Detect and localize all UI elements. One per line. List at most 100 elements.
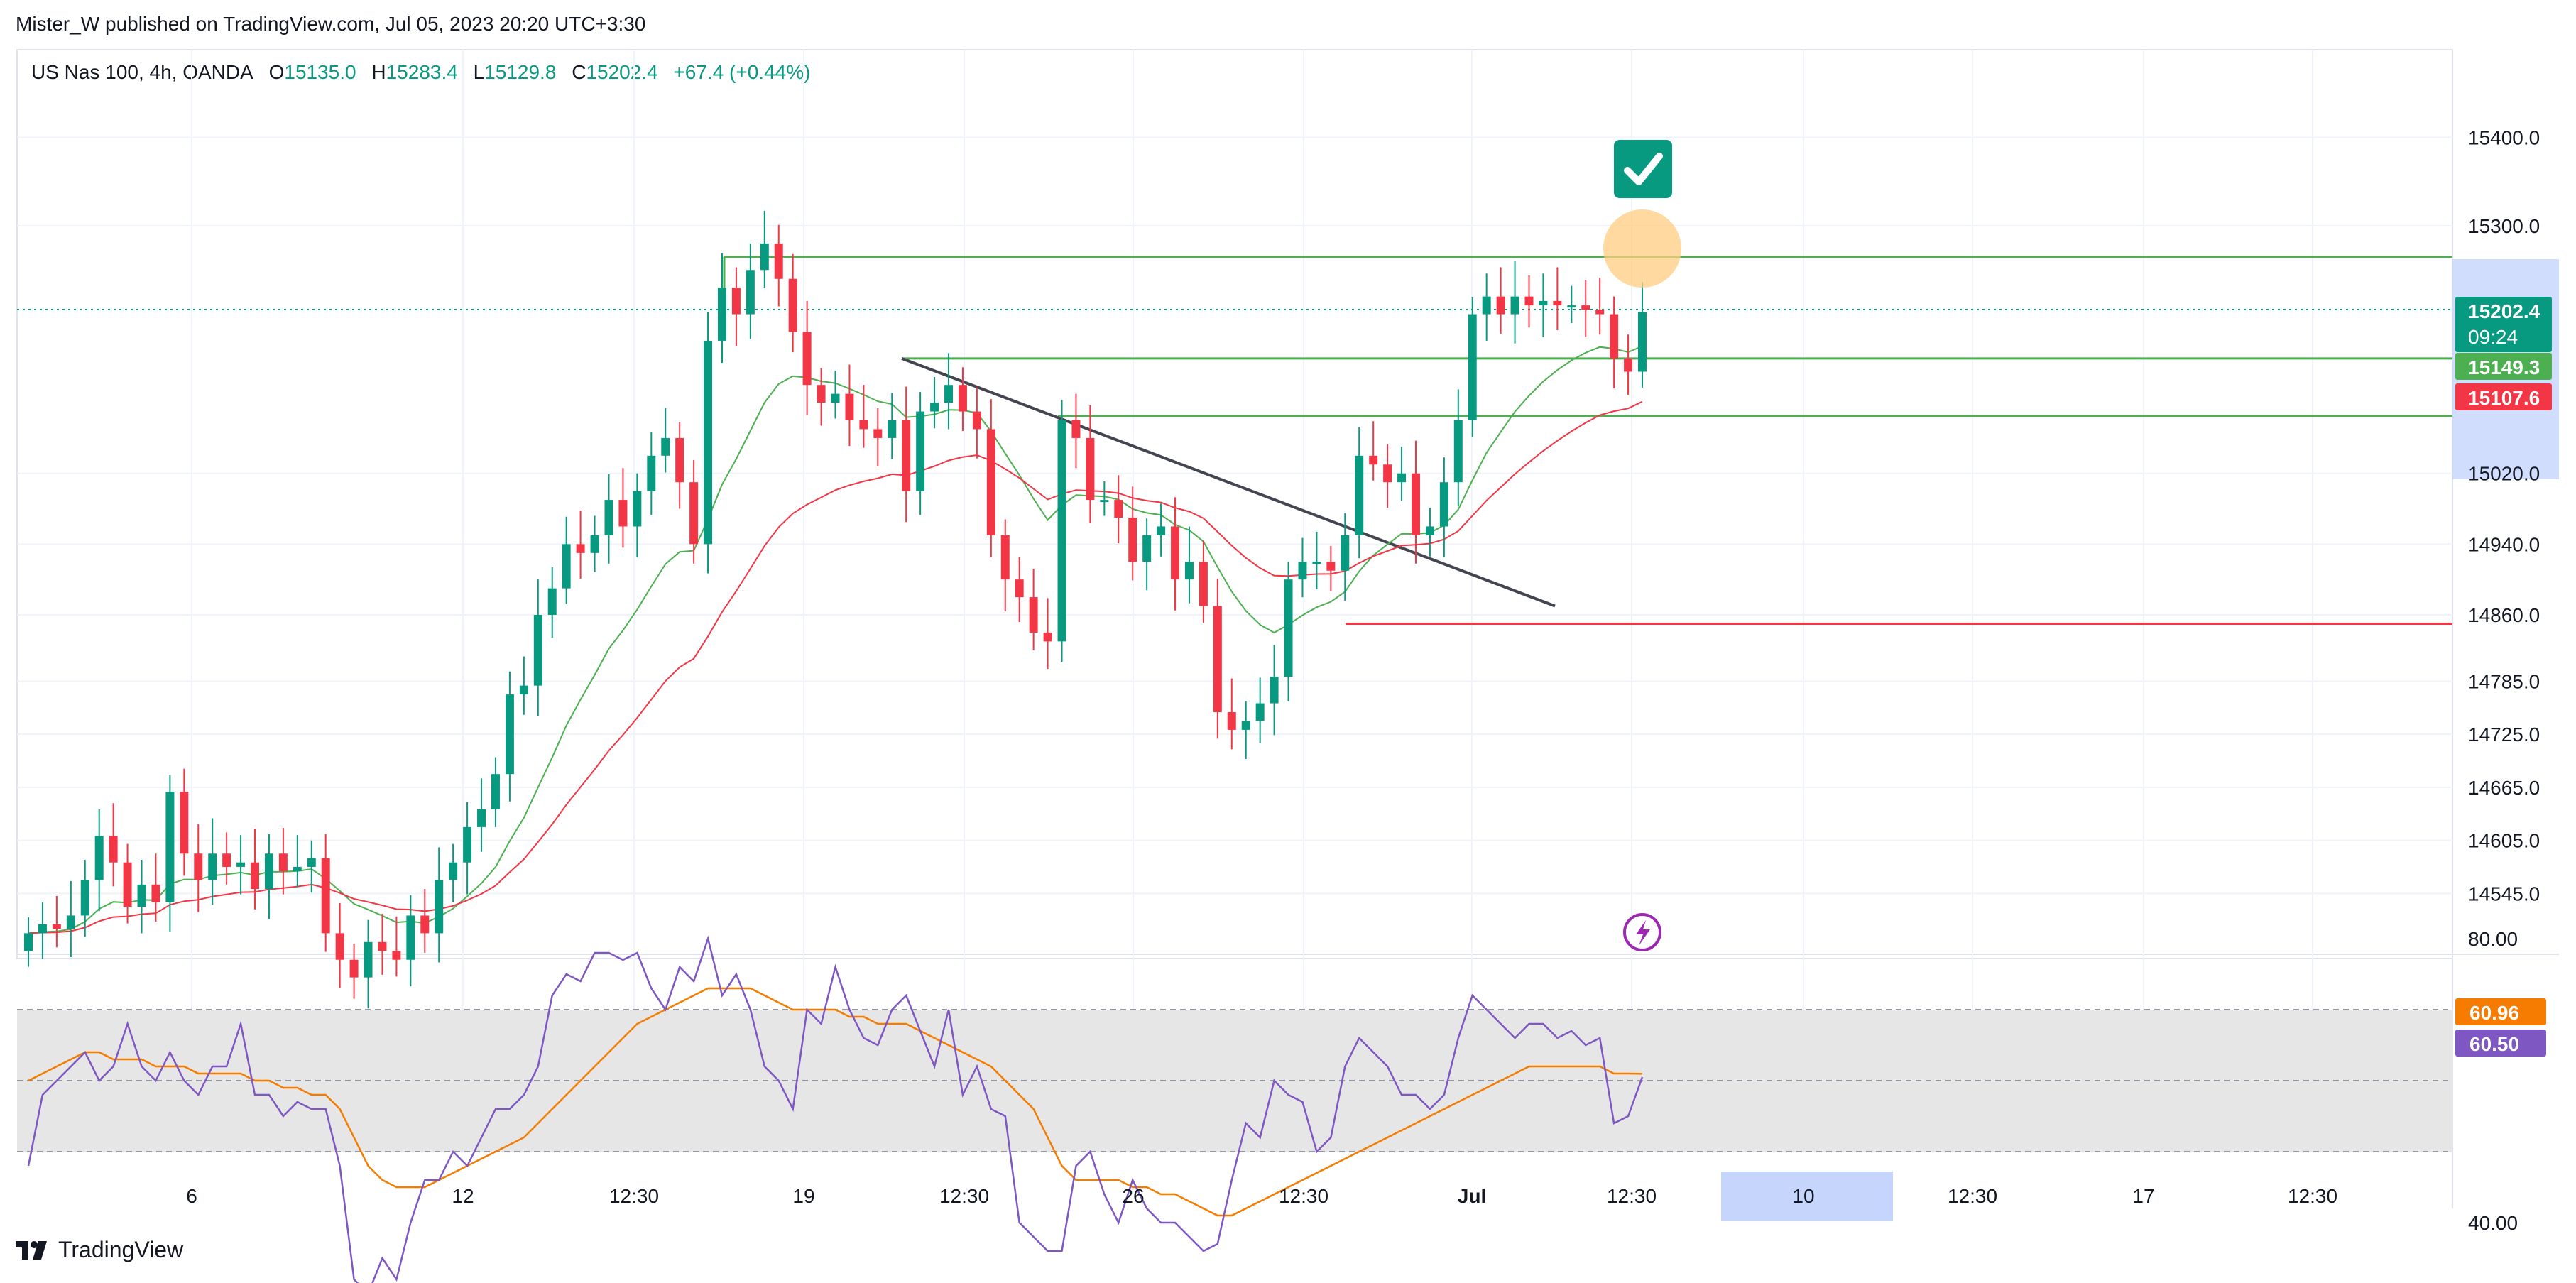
candle bbox=[845, 364, 854, 447]
candle-body bbox=[477, 809, 486, 827]
rsi-ma-line bbox=[28, 987, 1643, 1217]
check-badge-icon[interactable] bbox=[1614, 140, 1672, 198]
candle-body bbox=[1482, 296, 1491, 315]
candle-body bbox=[1312, 562, 1321, 564]
candle bbox=[647, 432, 656, 515]
candle bbox=[986, 399, 995, 558]
candle-body bbox=[1369, 455, 1378, 465]
price-tick-label: 15300.0 bbox=[2468, 215, 2540, 237]
candle bbox=[1157, 503, 1166, 557]
candle-body bbox=[958, 385, 967, 412]
ema-slow-value: 15107.6 bbox=[2468, 387, 2540, 409]
candle bbox=[944, 353, 953, 430]
candle bbox=[1412, 440, 1420, 564]
candle-body bbox=[774, 243, 783, 279]
time-tick-label: 12 bbox=[452, 1185, 474, 1207]
horizontal-levels[interactable] bbox=[723, 256, 2452, 625]
time-tick-label: 12:30 bbox=[609, 1185, 659, 1207]
candle-body bbox=[1100, 500, 1109, 503]
legend-open-value: 15135.0 bbox=[284, 61, 356, 83]
candle bbox=[590, 515, 599, 572]
candle-body bbox=[718, 288, 726, 341]
time-range-highlight bbox=[1721, 1172, 1893, 1221]
legend-symbol: US Nas 100, 4h, OANDA bbox=[31, 61, 253, 83]
candle bbox=[491, 757, 500, 827]
candle-body bbox=[1496, 296, 1505, 315]
candle bbox=[1553, 267, 1562, 330]
candle bbox=[930, 376, 939, 429]
candle-body bbox=[689, 482, 699, 545]
candle bbox=[66, 880, 75, 957]
candle bbox=[378, 913, 387, 975]
candle bbox=[1199, 540, 1208, 623]
candles[interactable] bbox=[24, 210, 1647, 1009]
time-tick-label: 12:30 bbox=[2288, 1185, 2337, 1207]
candle bbox=[137, 859, 146, 934]
time-axis-labels: 6 12 12:30 19 12:30 26 12:30 Jul 12:30 10 12:30 17 1… bbox=[186, 1185, 2337, 1207]
candle bbox=[406, 895, 415, 987]
candle-body bbox=[180, 792, 189, 854]
time-tick-label: 12:30 bbox=[1607, 1185, 1657, 1207]
candle-body bbox=[1142, 535, 1152, 562]
rsi-lines bbox=[27, 935, 1644, 1283]
candle-body bbox=[52, 924, 61, 929]
candle-body bbox=[1114, 500, 1123, 518]
candle-body bbox=[194, 853, 203, 880]
candle bbox=[293, 835, 302, 888]
candle-body bbox=[888, 420, 897, 438]
candle bbox=[1397, 447, 1407, 501]
rsi-axis-labels: 80.00 40.00 bbox=[2468, 928, 2518, 1234]
candle bbox=[576, 511, 585, 579]
candle-body bbox=[576, 544, 585, 553]
rsi-value: 60.50 bbox=[2469, 1033, 2519, 1055]
candle bbox=[321, 834, 330, 952]
candle-body bbox=[746, 270, 755, 315]
time-tick-label: 17 bbox=[2132, 1185, 2154, 1207]
candle bbox=[1000, 519, 1010, 612]
candle-body bbox=[435, 880, 444, 934]
candle-body bbox=[590, 535, 599, 553]
tradingview-brand[interactable]: TradingView bbox=[16, 1237, 183, 1263]
candle bbox=[1567, 285, 1576, 323]
candle-body bbox=[278, 853, 288, 872]
grid bbox=[17, 50, 2452, 1152]
rsi-tick-label: 80.00 bbox=[2468, 928, 2518, 950]
candle bbox=[349, 944, 359, 999]
candle bbox=[1539, 273, 1548, 337]
candle-body bbox=[222, 853, 231, 867]
candle-body bbox=[491, 774, 500, 809]
candle-body bbox=[604, 500, 613, 535]
bar-countdown: 09:24 bbox=[2468, 326, 2518, 348]
candle bbox=[519, 656, 528, 715]
candle bbox=[1029, 569, 1038, 650]
candle-body bbox=[944, 385, 953, 403]
candle-body bbox=[1000, 535, 1010, 580]
candle bbox=[251, 829, 259, 910]
price-tick-label: 14860.0 bbox=[2468, 604, 2540, 626]
ema-fast-tag: 15149.3 bbox=[2455, 353, 2552, 380]
candle-body bbox=[1227, 712, 1236, 730]
candle bbox=[689, 460, 699, 564]
candle bbox=[1312, 531, 1321, 589]
candle bbox=[109, 803, 118, 887]
candle bbox=[1128, 486, 1137, 581]
candle bbox=[1496, 267, 1505, 334]
candle-body bbox=[66, 915, 75, 929]
candle-body bbox=[24, 933, 33, 951]
candle-body bbox=[1086, 437, 1095, 501]
lightning-icon[interactable] bbox=[1623, 913, 1661, 951]
candle-body bbox=[123, 862, 132, 907]
price-tick-label: 14605.0 bbox=[2468, 830, 2540, 852]
candle bbox=[392, 916, 401, 977]
ema-slow-tag: 15107.6 bbox=[2455, 383, 2552, 410]
candle bbox=[194, 824, 203, 912]
candle bbox=[1071, 393, 1081, 469]
candle bbox=[180, 768, 189, 876]
candle bbox=[1595, 278, 1605, 335]
candle-body bbox=[251, 862, 259, 890]
candle-body bbox=[1326, 562, 1336, 571]
candle-body bbox=[618, 500, 628, 527]
candle-body bbox=[760, 243, 769, 271]
candle bbox=[1355, 427, 1364, 559]
